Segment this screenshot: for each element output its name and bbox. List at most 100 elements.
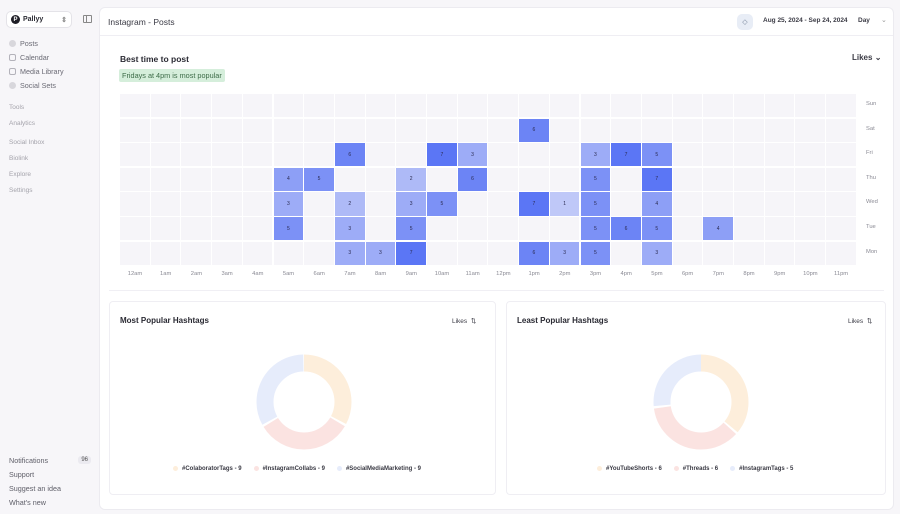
heatmap-cell[interactable] <box>396 143 426 167</box>
heatmap-cell[interactable] <box>457 94 488 118</box>
heatmap-cell[interactable] <box>672 94 703 118</box>
heatmap-cell[interactable] <box>242 143 273 167</box>
heatmap-cell[interactable]: 3 <box>580 143 611 167</box>
heatmap-cell[interactable] <box>457 241 488 265</box>
sidebar-item-tools[interactable]: Tools <box>9 99 44 115</box>
heatmap-cell[interactable] <box>549 143 580 167</box>
heatmap-cell[interactable] <box>304 143 334 167</box>
heatmap-cell[interactable] <box>764 167 795 191</box>
heatmap-cell[interactable]: 3 <box>334 217 365 241</box>
heatmap-cell[interactable] <box>764 143 795 167</box>
heatmap-cell[interactable]: 5 <box>641 217 672 241</box>
heatmap-cell[interactable]: 4 <box>641 192 672 216</box>
heatmap-cell[interactable] <box>488 167 519 191</box>
legend-item[interactable]: #SocialMediaMarketing - 9 <box>336 466 421 472</box>
heatmap-cell[interactable] <box>826 241 856 265</box>
heatmap-cell[interactable] <box>734 94 764 118</box>
heatmap-cell[interactable] <box>304 94 334 118</box>
heatmap-cell[interactable] <box>734 167 764 191</box>
heatmap-cell[interactable] <box>304 192 334 216</box>
heatmap-cell[interactable] <box>795 217 826 241</box>
heatmap-cell[interactable] <box>703 118 733 142</box>
heatmap-cell[interactable] <box>549 167 580 191</box>
heatmap-cell[interactable] <box>826 167 856 191</box>
heatmap-cell[interactable] <box>672 192 703 216</box>
heatmap-cell[interactable] <box>764 217 795 241</box>
sidebar-item-calendar[interactable]: Calendar <box>9 50 64 64</box>
heatmap-cell[interactable] <box>611 118 641 142</box>
legend-item[interactable]: #InstagramCollabs - 9 <box>253 466 325 472</box>
heatmap-cell[interactable] <box>150 167 181 191</box>
heatmap-cell[interactable] <box>672 217 703 241</box>
tag-filter-button[interactable]: ◇ <box>737 14 753 30</box>
heatmap-cell[interactable]: 3 <box>457 143 488 167</box>
heatmap-cell[interactable] <box>826 94 856 118</box>
heatmap-cell[interactable] <box>242 167 273 191</box>
heatmap-cell[interactable] <box>120 217 150 241</box>
heatmap-cell[interactable] <box>826 118 856 142</box>
heatmap-cell[interactable] <box>396 94 426 118</box>
heatmap-cell[interactable] <box>120 192 150 216</box>
sidebar-item-support[interactable]: Support <box>9 467 91 481</box>
heatmap-cell[interactable] <box>641 118 672 142</box>
heatmap-cell[interactable]: 7 <box>396 241 426 265</box>
heatmap-cell[interactable] <box>703 94 733 118</box>
heatmap-cell[interactable] <box>734 143 764 167</box>
heatmap-cell[interactable] <box>212 217 242 241</box>
heatmap-cell[interactable] <box>150 143 181 167</box>
heatmap-cell[interactable]: 7 <box>427 143 457 167</box>
legend-item[interactable]: #InstagramTags - 5 <box>730 466 793 472</box>
heatmap-cell[interactable] <box>273 118 304 142</box>
heatmap-cell[interactable] <box>488 217 519 241</box>
heatmap-cell[interactable]: 5 <box>427 192 457 216</box>
sidebar-item-suggest-idea[interactable]: Suggest an idea <box>9 481 91 495</box>
heatmap-cell[interactable] <box>488 192 519 216</box>
heatmap-cell[interactable] <box>304 241 334 265</box>
heatmap-cell[interactable]: 6 <box>334 143 365 167</box>
heatmap-cell[interactable] <box>427 241 457 265</box>
heatmap-cell[interactable] <box>427 118 457 142</box>
date-range-picker[interactable]: Aug 25, 2024 - Sep 24, 2024 <box>763 17 848 24</box>
heatmap-cell[interactable] <box>242 241 273 265</box>
heatmap-cell[interactable] <box>611 241 641 265</box>
heatmap-cell[interactable] <box>611 94 641 118</box>
heatmap-cell[interactable] <box>365 94 396 118</box>
heatmap-cell[interactable] <box>457 118 488 142</box>
heatmap-cell[interactable] <box>549 118 580 142</box>
heatmap-cell[interactable]: 3 <box>334 241 365 265</box>
heatmap-cell[interactable] <box>150 241 181 265</box>
heatmap-cell[interactable] <box>488 143 519 167</box>
sidebar-item-social-inbox[interactable]: Social Inbox <box>9 134 44 150</box>
heatmap-cell[interactable] <box>304 217 334 241</box>
heatmap-cell[interactable] <box>795 192 826 216</box>
heatmap-cell[interactable] <box>334 167 365 191</box>
heatmap-cell[interactable] <box>334 94 365 118</box>
heatmap-cell[interactable]: 4 <box>703 217 733 241</box>
heatmap-cell[interactable] <box>181 167 212 191</box>
sort-select[interactable]: Likes ⇅ <box>848 317 872 325</box>
heatmap-cell[interactable] <box>519 167 549 191</box>
heatmap-cell[interactable] <box>120 241 150 265</box>
heatmap-cell[interactable] <box>734 118 764 142</box>
sidebar-item-posts[interactable]: Posts <box>9 36 64 50</box>
heatmap-cell[interactable]: 3 <box>273 192 304 216</box>
heatmap-cell[interactable] <box>120 167 150 191</box>
heatmap-cell[interactable] <box>212 118 242 142</box>
heatmap-cell[interactable] <box>611 167 641 191</box>
heatmap-cell[interactable] <box>304 118 334 142</box>
donut-slice[interactable] <box>653 354 749 450</box>
heatmap-cell[interactable] <box>150 94 181 118</box>
heatmap-cell[interactable] <box>795 94 826 118</box>
heatmap-cell[interactable] <box>703 167 733 191</box>
heatmap-cell[interactable] <box>734 217 764 241</box>
donut-slice[interactable] <box>256 354 352 450</box>
metric-select[interactable]: Likes ⌄ <box>852 53 881 62</box>
heatmap-cell[interactable] <box>427 217 457 241</box>
legend-item[interactable]: #Threads - 6 <box>673 466 718 472</box>
heatmap-cell[interactable]: 3 <box>549 241 580 265</box>
heatmap-cell[interactable]: 7 <box>641 167 672 191</box>
heatmap-cell[interactable] <box>273 143 304 167</box>
heatmap-cell[interactable] <box>365 143 396 167</box>
heatmap-cell[interactable] <box>334 118 365 142</box>
heatmap-cell[interactable] <box>427 94 457 118</box>
